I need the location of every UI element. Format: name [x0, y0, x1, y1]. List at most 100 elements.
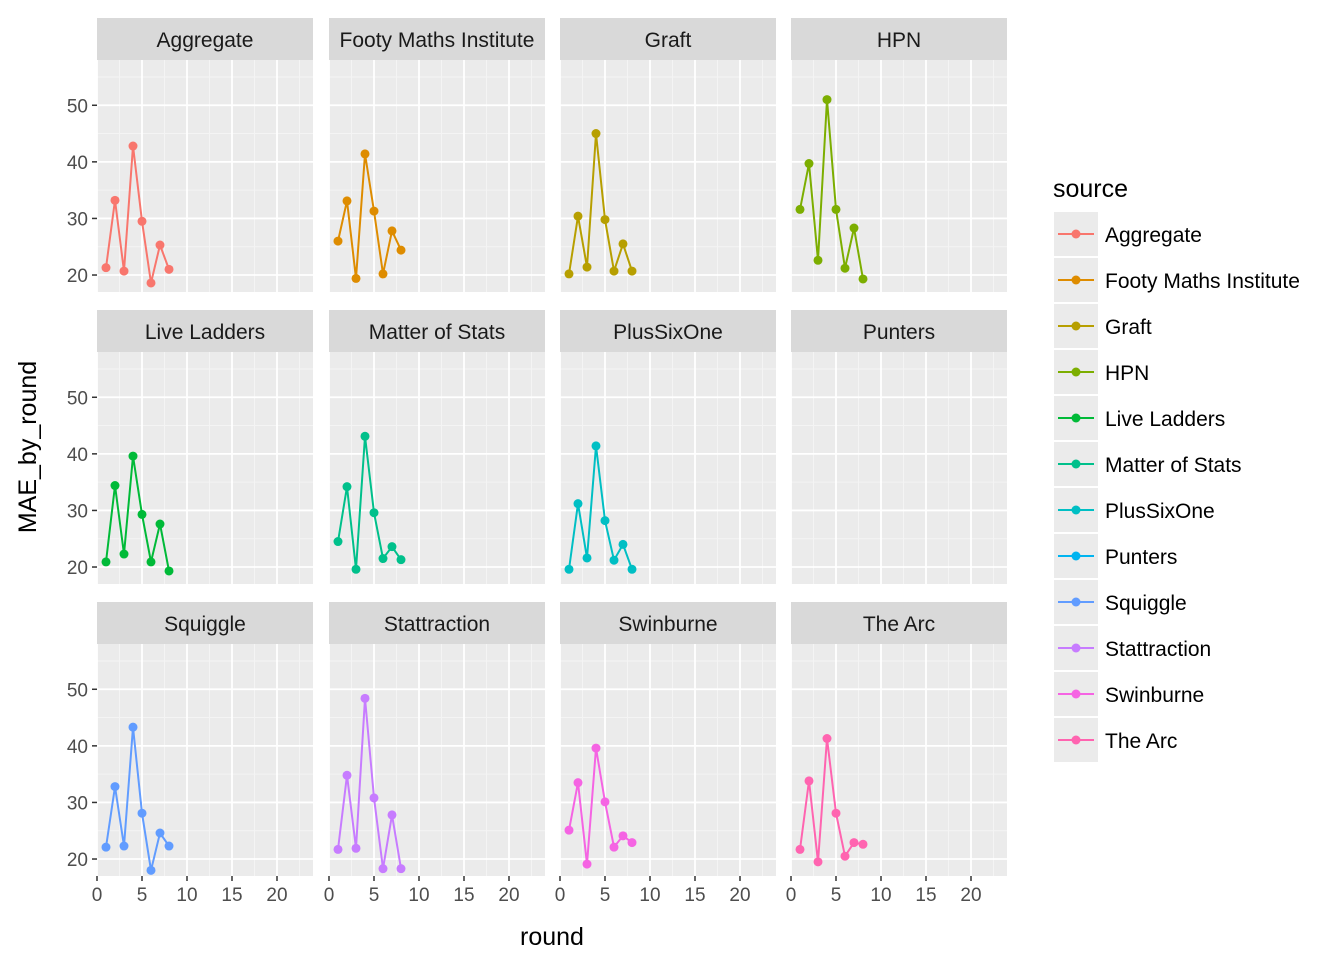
- facet-strip-label: HPN: [877, 29, 921, 52]
- x-tick-label: 15: [915, 885, 936, 906]
- data-point: [564, 269, 574, 279]
- data-point: [119, 266, 129, 276]
- data-point: [813, 857, 823, 867]
- panel-aggregate: Aggregate 20 30 40 50: [67, 18, 313, 292]
- data-point: [128, 722, 138, 732]
- data-point: [360, 693, 370, 703]
- x-tick-label: 20: [266, 885, 287, 906]
- legend-item-label: Matter of Stats: [1105, 454, 1242, 477]
- facet-strip: [97, 602, 313, 644]
- legend-key-point: [1071, 643, 1081, 653]
- facet-strip: [560, 602, 776, 644]
- data-point: [110, 481, 120, 491]
- y-tick-label: 30: [67, 501, 88, 522]
- data-point: [840, 263, 850, 273]
- data-point: [333, 537, 343, 547]
- data-point: [119, 841, 129, 851]
- facet-strip-label: Stattraction: [384, 613, 490, 636]
- legend-title: source: [1053, 175, 1128, 203]
- data-point: [146, 278, 156, 288]
- data-point: [609, 266, 619, 276]
- panel-background: [791, 644, 1007, 876]
- data-point: [387, 542, 397, 552]
- data-point: [627, 838, 637, 848]
- series-line: [568, 133, 633, 275]
- facet-strip-label: Squiggle: [164, 613, 246, 636]
- data-point: [369, 508, 379, 518]
- data-point: [573, 499, 583, 509]
- x-tick-label: 20: [498, 885, 519, 906]
- data-point: [146, 865, 156, 875]
- legend: source Aggregate Footy Maths Institute Graf…: [1053, 175, 1300, 762]
- data-point: [795, 204, 805, 214]
- legend-key-point: [1071, 505, 1081, 515]
- y-tick-label: 50: [67, 388, 88, 409]
- y-tick-label: 40: [67, 153, 88, 174]
- legend-key-point: [1071, 689, 1081, 699]
- series-line: [105, 455, 170, 572]
- legend-key-point: [1071, 275, 1081, 285]
- y-tick-label: 30: [67, 209, 88, 230]
- y-axis-title: MAE_by_round: [14, 361, 42, 533]
- data-point: [582, 262, 592, 272]
- x-tick-label: 10: [176, 885, 197, 906]
- data-point: [600, 797, 610, 807]
- legend-item-label: Squiggle: [1105, 592, 1187, 615]
- data-point: [573, 778, 583, 788]
- x-tick-label: 15: [221, 885, 242, 906]
- y-tick-label: 20: [67, 558, 88, 579]
- data-point: [333, 236, 343, 246]
- x-tick-label: 5: [831, 885, 842, 906]
- x-tick-label: 15: [453, 885, 474, 906]
- legend-key-point: [1071, 413, 1081, 423]
- panel-live-ladders: Live Ladders 20 30 40 50: [67, 310, 313, 584]
- data-point: [387, 810, 397, 820]
- data-point: [378, 554, 388, 564]
- data-point: [110, 782, 120, 792]
- x-tick-label: 5: [137, 885, 148, 906]
- data-point: [573, 211, 583, 221]
- data-point: [369, 206, 379, 216]
- x-axis-title: round: [520, 923, 584, 951]
- data-point: [137, 509, 147, 519]
- facet-strip-label: PlusSixOne: [613, 321, 723, 344]
- facet-strip-label: Swinburne: [618, 613, 717, 636]
- series-line: [799, 99, 864, 280]
- legend-key-point: [1071, 229, 1081, 239]
- data-point: [396, 245, 406, 255]
- data-point: [396, 555, 406, 565]
- data-point: [849, 838, 859, 848]
- panel-background: [97, 60, 313, 292]
- panel-background: [329, 352, 545, 584]
- y-tick-label: 20: [67, 266, 88, 287]
- data-point: [618, 539, 628, 549]
- x-tick-label: 10: [870, 885, 891, 906]
- data-point: [378, 269, 388, 279]
- data-point: [858, 839, 868, 849]
- series-line: [105, 727, 170, 871]
- y-tick-label: 20: [67, 850, 88, 871]
- x-tick-label: 5: [600, 885, 611, 906]
- data-point: [342, 196, 352, 206]
- y-tick-label: 40: [67, 445, 88, 466]
- data-point: [600, 516, 610, 526]
- legend-item-label: The Arc: [1105, 730, 1177, 753]
- panel-stattraction: Stattraction 0 5 10 15 20: [324, 602, 545, 906]
- data-point: [831, 808, 841, 818]
- data-point: [137, 216, 147, 226]
- facet-strip: [560, 18, 776, 60]
- data-point: [351, 564, 361, 574]
- panel-background: [560, 644, 776, 876]
- y-tick-label: 40: [67, 737, 88, 758]
- data-point: [813, 255, 823, 265]
- panel-plussixone: PlusSixOne: [559, 310, 776, 584]
- panel-punters: Punters: [790, 310, 1007, 584]
- data-point: [119, 549, 129, 559]
- data-point: [101, 557, 111, 567]
- data-point: [128, 141, 138, 151]
- x-tick-label: 0: [786, 885, 797, 906]
- data-point: [351, 273, 361, 283]
- data-point: [591, 743, 601, 753]
- data-point: [822, 733, 832, 743]
- data-point: [858, 274, 868, 284]
